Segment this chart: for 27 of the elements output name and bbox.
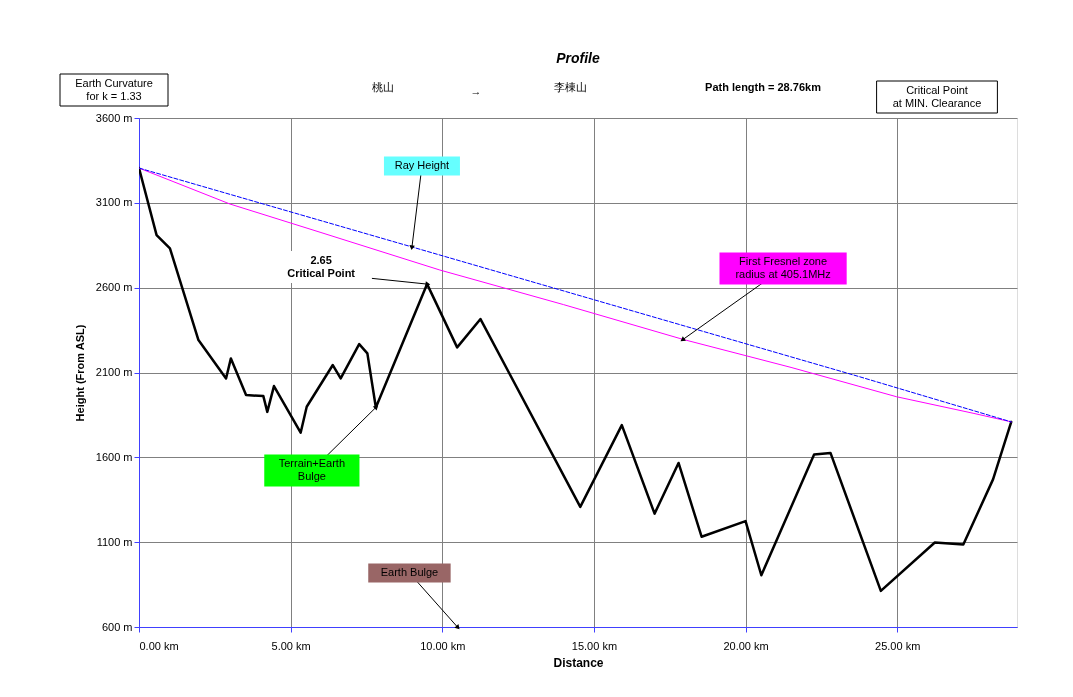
y-tick-label: 600 m bbox=[101, 620, 133, 633]
y-axis-title: Height (From ASL) bbox=[73, 324, 86, 422]
text: 桃山 bbox=[372, 81, 394, 93]
y-tick-label: 2100 m bbox=[95, 366, 133, 378]
text: → bbox=[470, 85, 482, 97]
text: Terrain+Earth Bulge bbox=[278, 456, 346, 482]
x-axis-title: Distance bbox=[553, 655, 604, 670]
annotation: 2.65 Critical Point bbox=[287, 253, 356, 279]
x-tick-label: 15.00 km bbox=[571, 639, 618, 652]
text: Critical Point at MIN. Clearance bbox=[892, 83, 982, 109]
x-tick-label: 0.00 km bbox=[139, 639, 179, 652]
text: Ray Height bbox=[394, 158, 450, 171]
y-tick-label: 1600 m bbox=[95, 450, 133, 463]
text: Earth Curvature for k = 1.33 bbox=[75, 76, 153, 102]
text: First Fresnel zone radius at 405.1MHz bbox=[735, 254, 831, 280]
x-tick-label: 20.00 km bbox=[723, 639, 769, 652]
text: 李棟山 bbox=[553, 81, 587, 93]
chart-title: Profile bbox=[556, 49, 600, 66]
text: Path length = 28.76km bbox=[705, 81, 822, 93]
y-tick-label: 3600 m bbox=[95, 111, 133, 124]
x-tick-label: 10.00 km bbox=[420, 639, 466, 652]
annotation: Earth Bulge bbox=[380, 566, 439, 578]
y-tick-label: 2600 m bbox=[95, 281, 133, 294]
x-tick-label: 25.00 km bbox=[875, 639, 921, 652]
y-tick-label: 1100 m bbox=[96, 535, 133, 548]
y-tick-label: 3100 m bbox=[95, 196, 133, 209]
x-tick-label: 5.00 km bbox=[271, 639, 311, 652]
